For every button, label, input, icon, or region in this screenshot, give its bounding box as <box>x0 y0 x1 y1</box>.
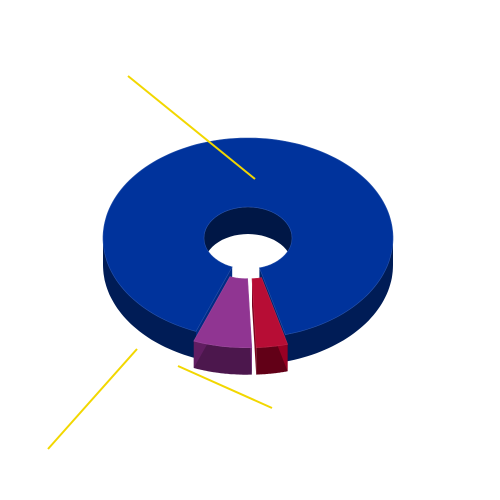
donut-slice-3-outer-wall <box>193 341 252 375</box>
donut-slice-1-top <box>102 137 394 335</box>
leader-line-2 <box>47 348 138 450</box>
donut-slice-3-top <box>193 276 253 349</box>
donut-slice-2 <box>251 277 289 375</box>
donut-slice-1-outer-wall <box>103 238 196 359</box>
leader-line-3 <box>177 365 273 409</box>
donut-slice-1-outer-wall <box>285 238 393 362</box>
donut-slice-2-top <box>251 277 289 348</box>
donut-slice-1-inner-wall <box>204 207 292 265</box>
donut-slice-3 <box>193 276 253 375</box>
donut-slice-2-outer-wall <box>256 344 288 375</box>
leader-line-1 <box>127 75 256 180</box>
donut-slice-2-cut-face <box>252 278 257 375</box>
